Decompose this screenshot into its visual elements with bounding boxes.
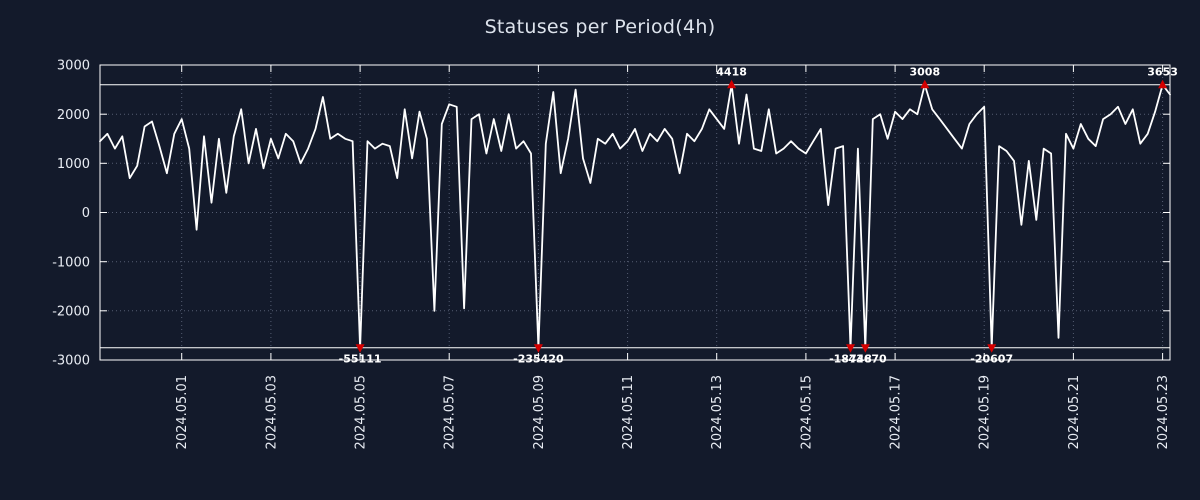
svg-text:1000: 1000: [57, 157, 90, 172]
chart-title: Statuses per Period(4h): [484, 16, 716, 38]
svg-text:2024.05.21: 2024.05.21: [1067, 375, 1082, 449]
svg-text:2024.05.09: 2024.05.09: [532, 375, 547, 449]
svg-text:2024.05.11: 2024.05.11: [621, 375, 636, 449]
svg-text:-20607: -20607: [970, 353, 1013, 366]
svg-text:2024.05.19: 2024.05.19: [978, 375, 993, 449]
svg-text:3000: 3000: [57, 59, 90, 74]
svg-text:2024.05.05: 2024.05.05: [354, 375, 369, 449]
svg-text:-1000: -1000: [52, 255, 90, 270]
svg-text:-235420: -235420: [513, 353, 564, 366]
svg-text:-18748: -18748: [829, 353, 872, 366]
svg-text:-3000: -3000: [52, 354, 90, 369]
svg-text:3653: 3653: [1147, 66, 1178, 79]
svg-text:2000: 2000: [57, 108, 90, 123]
svg-text:3008: 3008: [909, 66, 940, 79]
svg-text:2024.05.01: 2024.05.01: [175, 375, 190, 449]
svg-text:-43670: -43670: [844, 353, 887, 366]
svg-text:2024.05.13: 2024.05.13: [710, 375, 725, 449]
svg-text:2024.05.03: 2024.05.03: [264, 375, 279, 449]
svg-text:4418: 4418: [716, 66, 747, 79]
svg-text:-2000: -2000: [52, 304, 90, 319]
svg-text:-55111: -55111: [339, 353, 382, 366]
svg-text:2024.05.15: 2024.05.15: [799, 375, 814, 449]
svg-text:2024.05.17: 2024.05.17: [889, 375, 904, 449]
svg-text:0: 0: [82, 206, 90, 221]
svg-text:2024.05.07: 2024.05.07: [443, 375, 458, 449]
svg-text:2024.05.23: 2024.05.23: [1156, 375, 1171, 449]
